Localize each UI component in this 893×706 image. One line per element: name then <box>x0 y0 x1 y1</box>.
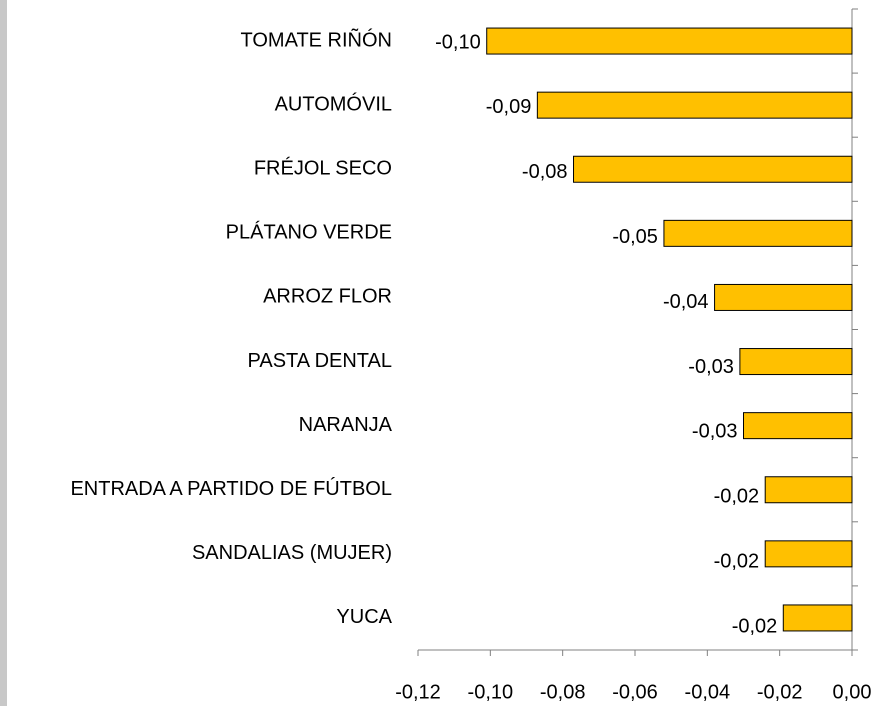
value-label: -0,03 <box>688 356 734 378</box>
category-label: YUCA <box>336 606 392 628</box>
x-tick-label: -0,12 <box>395 681 441 703</box>
bar <box>486 27 853 55</box>
bar <box>739 348 853 376</box>
value-label: -0,10 <box>435 31 481 53</box>
x-tick-label: 0,00 <box>833 681 872 703</box>
bar <box>714 283 853 311</box>
category-label: PLÁTANO VERDE <box>226 221 392 244</box>
category-label: AUTOMÓVIL <box>275 92 392 115</box>
value-label: -0,02 <box>714 486 760 508</box>
category-label: NARANJA <box>299 414 393 436</box>
bar <box>663 219 853 247</box>
x-tick-label: -0,10 <box>468 681 514 703</box>
bar <box>764 476 853 504</box>
bar <box>743 412 853 440</box>
value-label: -0,09 <box>486 96 532 118</box>
bar <box>782 604 853 632</box>
value-label: -0,04 <box>663 291 709 313</box>
value-label: -0,02 <box>732 615 778 637</box>
x-tick-label: -0,04 <box>685 681 731 703</box>
value-label: -0,02 <box>714 551 760 573</box>
x-tick-label: -0,02 <box>757 681 803 703</box>
bar <box>573 155 853 183</box>
category-label: PASTA DENTAL <box>248 350 392 372</box>
category-label: ENTRADA A PARTIDO DE FÚTBOL <box>70 477 392 500</box>
category-label: FRÉJOL SECO <box>254 157 392 180</box>
x-tick-label: -0,08 <box>540 681 586 703</box>
value-label: -0,08 <box>522 161 568 183</box>
category-label: ARROZ FLOR <box>263 286 392 308</box>
left-border <box>0 0 7 706</box>
bar <box>536 91 853 119</box>
bar <box>764 540 853 568</box>
x-tick-label: -0,06 <box>612 681 658 703</box>
category-label: TOMATE RIÑÓN <box>241 27 392 51</box>
value-label: -0,03 <box>692 421 738 443</box>
value-label: -0,05 <box>612 226 658 248</box>
category-label: SANDALIAS (MUJER) <box>192 542 392 564</box>
